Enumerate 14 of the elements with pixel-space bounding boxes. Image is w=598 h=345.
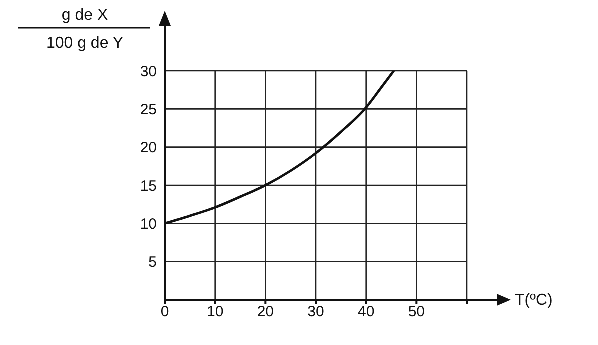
x-tick-label: 10 — [206, 304, 224, 321]
x-tick-label: 0 — [160, 304, 170, 321]
y-tick-label: 10 — [140, 216, 157, 233]
y-tick-label: 15 — [140, 178, 157, 195]
x-tick-label: 20 — [257, 304, 274, 321]
y-tick-label: 30 — [140, 63, 157, 80]
x-axis-title: T(ºC) — [515, 292, 553, 309]
y-tick-label: 25 — [140, 101, 157, 118]
y-tick-label: 20 — [140, 140, 157, 157]
y-axis-title: g de X 100 g de Y — [46, 7, 124, 52]
y-tick-label: 5 — [148, 254, 157, 272]
x-tick-label: 40 — [358, 304, 375, 321]
x-tick-label: 50 — [408, 304, 426, 321]
x-tick-label: 30 — [308, 304, 324, 321]
